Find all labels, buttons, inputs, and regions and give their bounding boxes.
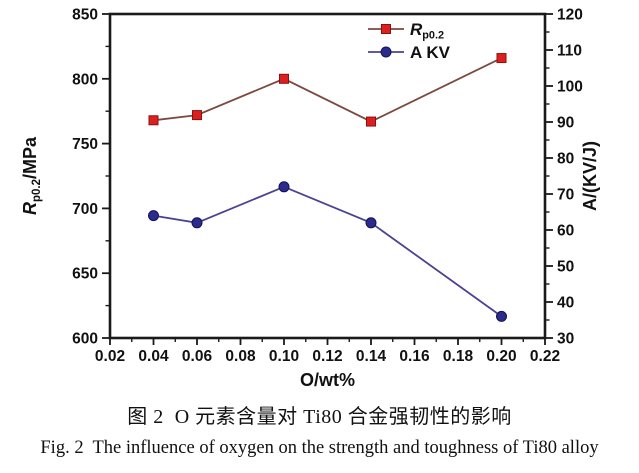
- svg-text:50: 50: [557, 259, 574, 276]
- legend-label: A KV: [410, 43, 451, 62]
- svg-text:600: 600: [72, 331, 98, 348]
- svg-text:0.14: 0.14: [356, 348, 387, 365]
- svg-text:80: 80: [557, 151, 574, 168]
- x-axis-label: O/wt%: [300, 370, 355, 390]
- series-a-kv: [148, 181, 507, 322]
- svg-text:40: 40: [557, 295, 574, 312]
- svg-text:0.18: 0.18: [443, 348, 474, 365]
- svg-text:70: 70: [557, 187, 574, 204]
- svg-text:850: 850: [72, 7, 98, 24]
- svg-text:30: 30: [557, 331, 574, 348]
- svg-text:90: 90: [557, 115, 574, 132]
- svg-text:0.08: 0.08: [225, 348, 256, 365]
- svg-text:0.02: 0.02: [95, 348, 125, 365]
- svg-text:0.20: 0.20: [486, 348, 516, 365]
- y-axis-right: 30 40 50 60 70 80 90 100 110 120 A/(KV/J): [545, 7, 600, 348]
- x-axis: 0.02 0.04 0.06 0.08 0.10 0.12 0.14 0.16 0.18 0.20…: [95, 338, 560, 390]
- svg-text:800: 800: [72, 71, 98, 88]
- svg-text:100: 100: [557, 79, 583, 96]
- legend-label: Rp0.2: [410, 20, 444, 42]
- svg-text:60: 60: [557, 223, 574, 240]
- svg-text:0.06: 0.06: [182, 348, 213, 365]
- svg-text:700: 700: [72, 201, 98, 218]
- svg-text:650: 650: [72, 266, 98, 283]
- y-left-axis-label: Rp0.2/MPa: [20, 136, 43, 215]
- legend: Rp0.2A KV: [368, 20, 451, 62]
- figure-caption-chinese: 图 2 O 元素含量对 Ti80 合金强韧性的影响: [127, 406, 512, 428]
- svg-text:110: 110: [557, 43, 582, 60]
- series-rp0-2: [148, 53, 507, 127]
- svg-text:120: 120: [557, 7, 583, 24]
- y-axis-left: 600 650 700 750 800 850 Rp0.2/MPa: [20, 7, 110, 348]
- plot-frame: [108, 12, 547, 340]
- svg-text:0.22: 0.22: [530, 348, 560, 365]
- svg-text:0.10: 0.10: [269, 348, 299, 365]
- svg-text:0.12: 0.12: [312, 348, 342, 365]
- svg-text:0.04: 0.04: [138, 348, 169, 365]
- y-right-axis-label: A/(KV/J): [580, 141, 600, 211]
- line-chart: 0.02 0.04 0.06 0.08 0.10 0.12 0.14 0.16 0.18 0.20…: [20, 7, 600, 391]
- figure-caption-english: Fig. 2 The influence of oxygen on the st…: [40, 438, 599, 458]
- svg-text:0.16: 0.16: [399, 348, 430, 365]
- svg-text:750: 750: [72, 136, 98, 153]
